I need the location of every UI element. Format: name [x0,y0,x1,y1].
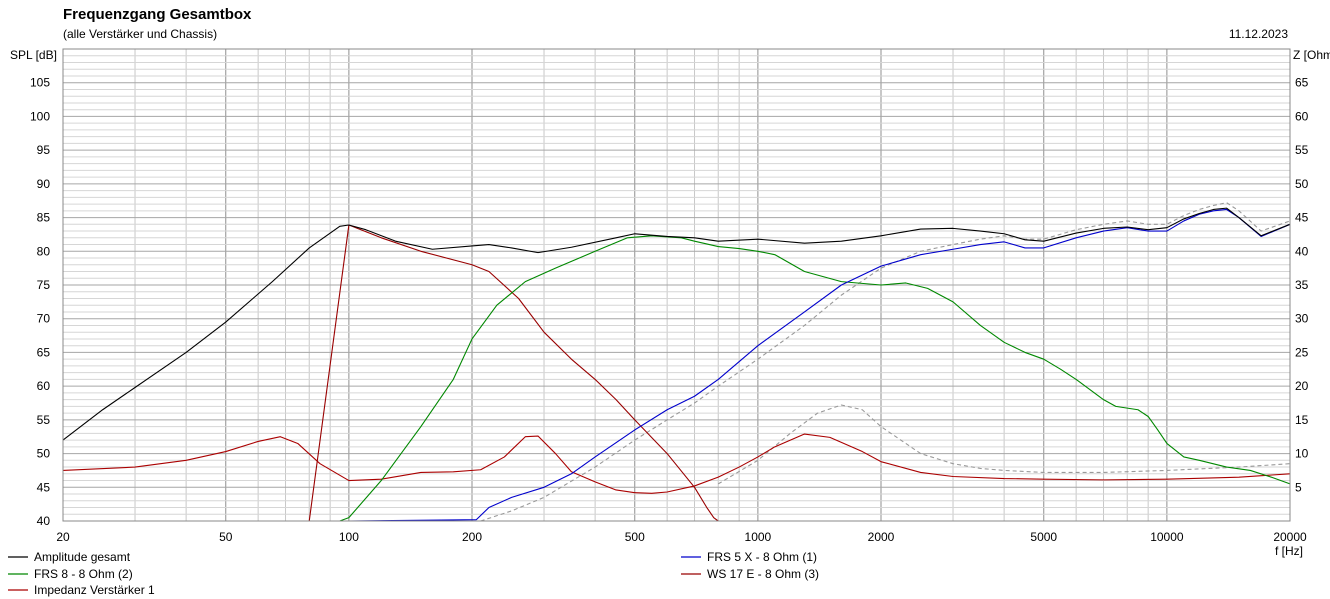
y-tick-label: 40 [37,514,51,528]
y2-tick-label: 50 [1295,177,1309,191]
y2-tick-label: 20 [1295,379,1309,393]
y-tick-label: 60 [37,379,51,393]
series-line-4 [62,433,1291,494]
x-tick-label: 10000 [1150,530,1184,544]
x-tick-label: 500 [625,530,645,544]
series-line-6 [717,404,1291,485]
y-axis-label: SPL [dB] [10,48,57,62]
x-tick-label: 2000 [868,530,895,544]
grid-lines [62,48,1291,522]
plot-frame [62,48,1291,522]
series-line-3 [63,224,1290,522]
y-tick-label: 45 [37,480,51,494]
y2-tick-label: 30 [1295,312,1309,326]
y2-tick-label: 5 [1295,480,1302,494]
y-tick-label: 70 [37,312,51,326]
chart-date: 11.12.2023 [1228,27,1288,41]
y-tick-label: 75 [37,278,51,292]
y-tick-label: 95 [37,143,51,157]
y2-tick-label: 40 [1295,244,1309,258]
legend-label: WS 17 E - 8 Ohm (3) [707,567,819,581]
x-tick-label: 5000 [1030,530,1057,544]
y2-tick-label: 45 [1295,211,1309,225]
series-line-0 [62,207,1291,441]
x-tick-label: 50 [219,530,233,544]
y-tick-label: 65 [37,345,51,359]
legend-label: FRS 8 - 8 Ohm (2) [34,567,133,581]
legend: Amplitude gesamt FRS 8 - 8 Ohm (2) Impedan… [8,550,819,597]
y-tick-label: 90 [37,177,51,191]
y-tick-label: 85 [37,211,51,225]
axis-labels: 40 45 50 55 60 65 70 75 80 85 90 95 100 105 5 10 15 20 25 3… [10,48,1330,558]
series-line-1 [63,208,1291,522]
y2-tick-label: 10 [1295,447,1309,461]
chart-subtitle: (alle Verstärker und Chassis) [63,27,218,41]
x-tick-label: 100 [339,530,359,544]
y2-axis-label: Z [Ohm] [1293,48,1330,62]
y2-tick-label: 65 [1295,76,1309,90]
y2-tick-label: 55 [1295,143,1309,157]
x-tick-label: 1000 [745,530,772,544]
y-tick-label: 100 [30,109,50,123]
series-lines [62,202,1291,522]
x-tick-label: 200 [462,530,482,544]
x-tick-label: 20000 [1273,530,1307,544]
legend-label: Amplitude gesamt [34,550,131,564]
series-line-2 [63,235,1291,522]
y2-tick-label: 60 [1295,109,1309,123]
series-line-5 [480,202,1291,522]
legend-label: Impedanz Verstärker 1 [34,583,155,597]
y-tick-label: 105 [30,76,50,90]
y-tick-label: 80 [37,244,51,258]
x-axis-label: f [Hz] [1275,544,1303,558]
legend-label: FRS 5 X - 8 Ohm (1) [707,550,817,564]
y2-tick-label: 25 [1295,345,1309,359]
chart-title: Frequenzgang Gesamtbox [63,6,252,23]
x-tick-label: 20 [56,530,70,544]
y2-tick-label: 35 [1295,278,1309,292]
y-tick-label: 55 [37,413,51,427]
y2-tick-label: 15 [1295,413,1309,427]
y-tick-label: 50 [37,447,51,461]
